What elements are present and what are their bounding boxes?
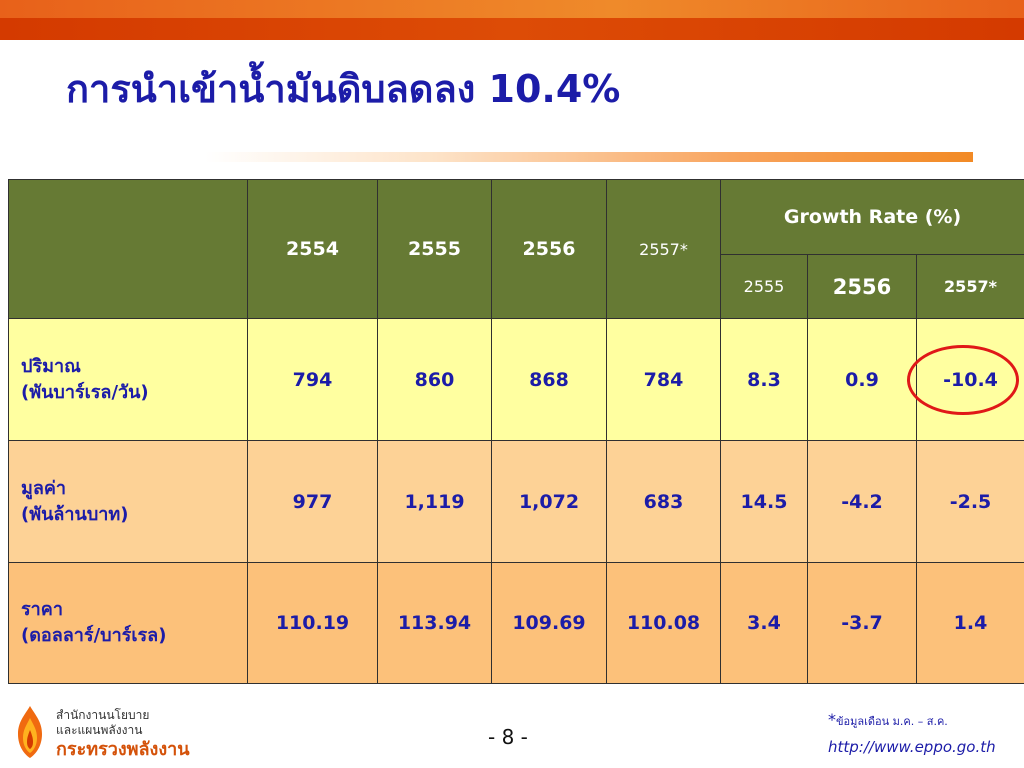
table-cell: 1,072 bbox=[491, 440, 607, 563]
top-decorative-band-light bbox=[0, 0, 1024, 18]
table-cell: 1,119 bbox=[377, 440, 492, 563]
footnote-star: * bbox=[828, 710, 836, 729]
header-year-2556: 2556 bbox=[491, 179, 607, 319]
header-year-2555: 2555 bbox=[377, 179, 492, 319]
highlighted-table-cell: -10.4 bbox=[915, 318, 1024, 441]
table-cell: 1.4 bbox=[915, 562, 1024, 684]
table-cell: 868 bbox=[491, 318, 607, 441]
row-label-line2: (พันบาร์เรล/วัน) bbox=[21, 381, 149, 403]
header-year-2557: 2557* bbox=[606, 179, 721, 319]
row-label-line1: ปริมาณ bbox=[21, 355, 81, 377]
row-label-line1: ราคา bbox=[21, 599, 63, 620]
row-label-line2: (ดอลลาร์/บาร์เรล) bbox=[21, 625, 167, 646]
row-label-value: มูลค่า (พันล้านบาท) bbox=[8, 440, 248, 563]
table-cell: 113.94 bbox=[377, 562, 492, 684]
table-cell: 14.5 bbox=[720, 440, 808, 563]
org-name-line2: และแผนพลังงาน bbox=[56, 723, 143, 737]
table-cell: 8.3 bbox=[720, 318, 808, 441]
table-cell: -2.5 bbox=[915, 440, 1024, 563]
row-label-price: ราคา (ดอลลาร์/บาร์เรล) bbox=[8, 562, 248, 684]
table-cell: 977 bbox=[247, 440, 378, 563]
header-year-2554: 2554 bbox=[247, 179, 378, 319]
table-cell: -3.7 bbox=[807, 562, 917, 684]
table-cell: -4.2 bbox=[807, 440, 917, 563]
table-cell: 860 bbox=[377, 318, 492, 441]
ministry-name: กระทรวงพลังงาน bbox=[56, 739, 190, 760]
header-growth-rate: Growth Rate (%) bbox=[719, 179, 1024, 255]
table-cell: 784 bbox=[606, 318, 721, 441]
header-corner-cell bbox=[8, 179, 248, 319]
header-growth-2557: 2557* bbox=[915, 254, 1024, 319]
table-cell: 110.08 bbox=[606, 562, 721, 684]
table-cell: 110.19 bbox=[247, 562, 378, 684]
table-cell: 3.4 bbox=[720, 562, 808, 684]
page-number: - 8 - bbox=[488, 725, 528, 749]
table-cell: 109.69 bbox=[491, 562, 607, 684]
table-cell: 0.9 bbox=[807, 318, 917, 441]
top-decorative-band-dark bbox=[0, 18, 1024, 40]
crude-oil-import-table: 2554 2555 2556 2557* Growth Rate (%) 255… bbox=[8, 179, 1024, 684]
title-underline-bar bbox=[205, 152, 973, 162]
row-label-quantity: ปริมาณ (พันบาร์เรล/วัน) bbox=[8, 318, 248, 441]
header-growth-2556: 2556 bbox=[807, 254, 917, 319]
row-label-line2: (พันล้านบาท) bbox=[21, 503, 129, 525]
flame-logo-icon bbox=[18, 706, 42, 758]
organization-name: สำนักงานนโยบาย และแผนพลังงาน กระทรวงพลัง… bbox=[56, 708, 190, 762]
table-row-value: มูลค่า (พันล้านบาท) 977 1,119 1,072 683 … bbox=[8, 440, 1024, 563]
footnote: *ข้อมูลเดือน ม.ค. – ส.ค. bbox=[828, 710, 948, 730]
table-row-quantity: ปริมาณ (พันบาร์เรล/วัน) 794 860 868 784 … bbox=[8, 318, 1024, 441]
website-link[interactable]: http://www.eppo.go.th bbox=[828, 738, 996, 756]
slide-title: การนำเข้าน้ำมันดิบลดลง 10.4% bbox=[66, 67, 621, 111]
org-name-line1: สำนักงานนโยบาย bbox=[56, 708, 150, 722]
table-cell: 683 bbox=[606, 440, 721, 563]
table-row-price: ราคา (ดอลลาร์/บาร์เรล) 110.19 113.94 109… bbox=[8, 562, 1024, 684]
header-growth-2555: 2555 bbox=[720, 254, 808, 319]
row-label-line1: มูลค่า bbox=[21, 477, 67, 499]
table-cell: 794 bbox=[247, 318, 378, 441]
footnote-text: ข้อมูลเดือน ม.ค. – ส.ค. bbox=[836, 715, 948, 728]
